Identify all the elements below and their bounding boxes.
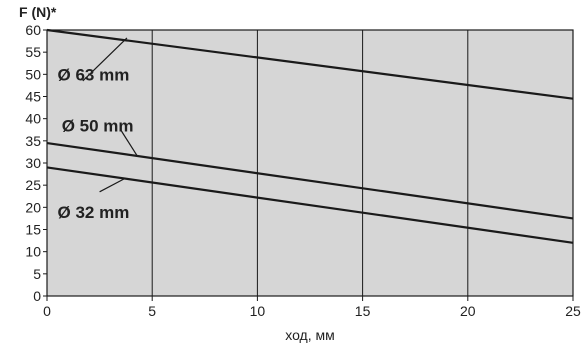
y-tick-label: 5 — [33, 266, 41, 282]
y-tick-label: 60 — [25, 22, 41, 38]
series-line — [46, 141, 574, 220]
x-tick-label: 0 — [43, 303, 51, 319]
x-tick-label: 5 — [148, 303, 156, 319]
y-tick-label: 40 — [25, 111, 41, 127]
y-tick-label: 45 — [25, 89, 41, 105]
y-axis-label: F (N)* — [19, 4, 57, 20]
x-axis-label: ход, мм — [285, 327, 335, 343]
series-label: Ø 32 mm — [58, 203, 130, 222]
series-line — [46, 166, 574, 244]
series-label: Ø 50 mm — [62, 116, 134, 135]
y-tick-label: 20 — [25, 199, 41, 215]
y-tick-label: 50 — [25, 66, 41, 82]
y-tick-label: 55 — [25, 44, 41, 60]
y-axis-ticks: 0 5 10 15 20 25 30 35 40 45 50 55 60 — [25, 22, 47, 304]
x-axis-ticks: 0 5 10 15 20 25 — [43, 296, 581, 319]
series-line — [46, 28, 574, 100]
x-tick-label: 10 — [250, 303, 266, 319]
y-tick-label: 25 — [25, 177, 41, 193]
grid-lines — [151, 30, 469, 296]
series-label: Ø 63 mm — [58, 65, 130, 84]
series-labels: Ø 63 mm Ø 50 mm Ø 32 mm — [58, 37, 138, 222]
y-tick-label: 10 — [25, 244, 41, 260]
x-tick-label: 20 — [460, 303, 476, 319]
y-tick-label: 0 — [33, 288, 41, 304]
y-tick-label: 35 — [25, 133, 41, 149]
y-tick-label: 15 — [25, 222, 41, 238]
label-leader-line — [99, 177, 126, 193]
y-tick-label: 30 — [25, 155, 41, 171]
x-tick-label: 15 — [355, 303, 371, 319]
label-leader-line — [120, 129, 138, 157]
plot-area — [47, 30, 573, 296]
label-leader-line — [82, 37, 128, 82]
x-tick-label: 25 — [565, 303, 581, 319]
series-lines — [46, 28, 574, 244]
